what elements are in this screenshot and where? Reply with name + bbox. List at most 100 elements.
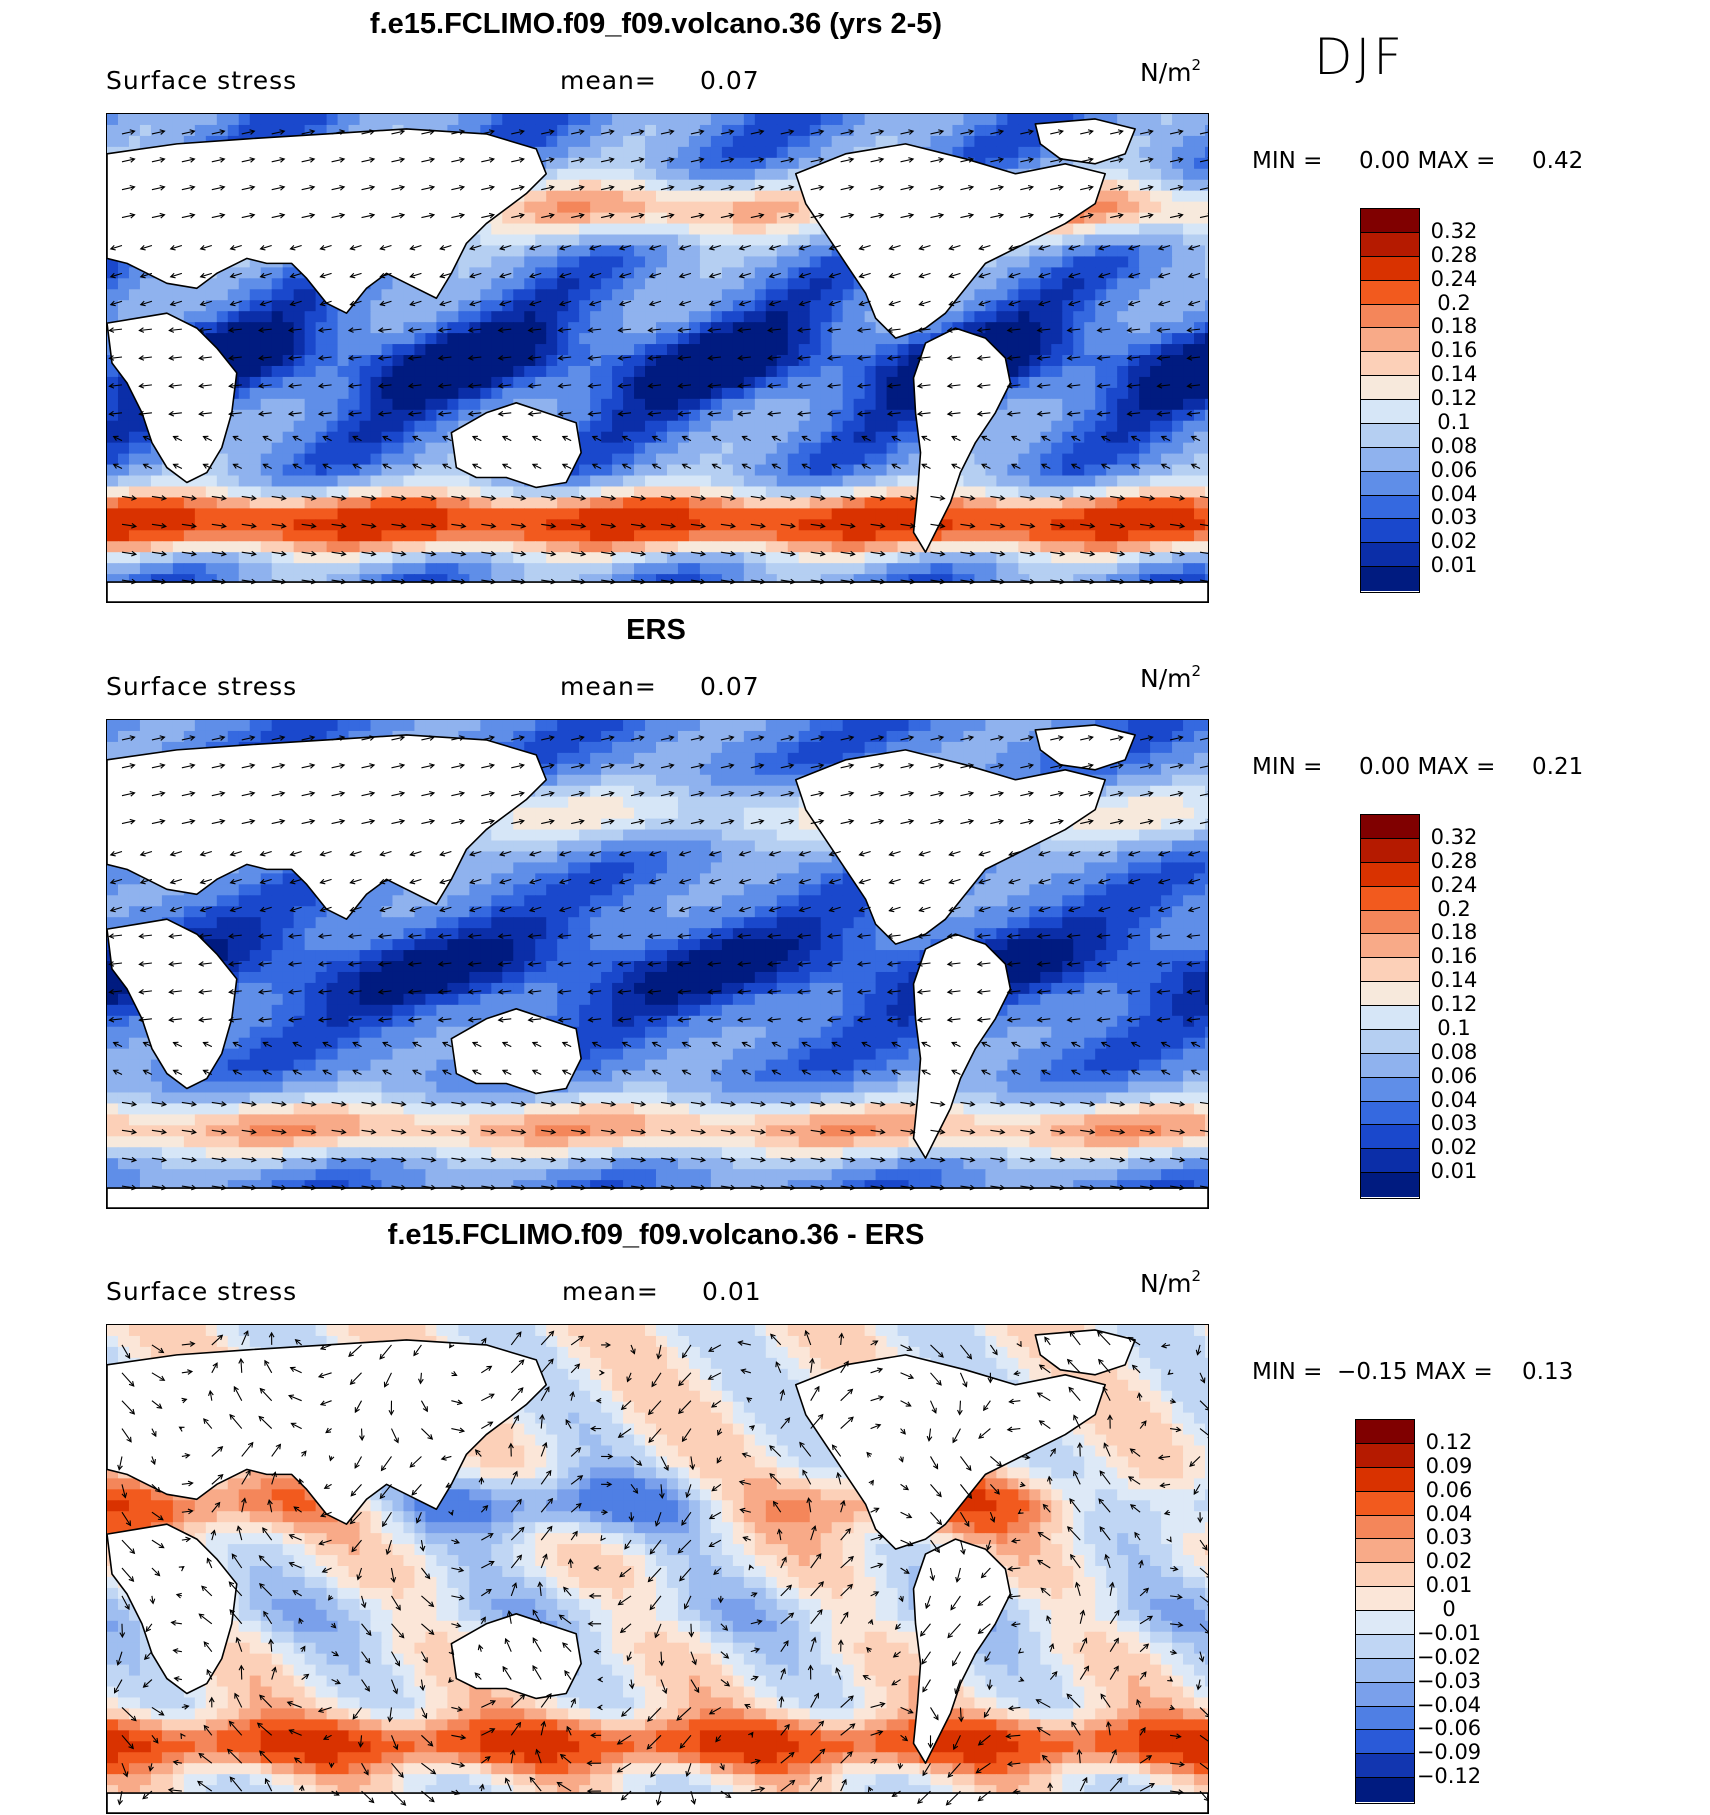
colorbar-cell	[1361, 209, 1419, 233]
wind-vector-layer	[113, 1329, 1208, 1806]
panel-1-variable: Surface stress	[106, 66, 298, 95]
colorbar-tick-label: 0.2	[1437, 290, 1471, 315]
colorbar-cell	[1361, 1006, 1419, 1030]
colorbar-cell	[1356, 1682, 1414, 1707]
colorbar-tick-label: 0.28	[1430, 848, 1478, 873]
wind-vector-layer	[108, 129, 1208, 585]
colorbar-tick-label: 0.02	[1430, 529, 1478, 554]
colorbar-cell	[1356, 1515, 1414, 1540]
panel-3-mean-label: mean=	[562, 1277, 659, 1306]
colorbar-cell	[1361, 304, 1419, 329]
colorbar-cell	[1356, 1420, 1414, 1444]
colorbar-cell	[1361, 495, 1419, 520]
panel-3-mean-value: 0.01	[702, 1277, 762, 1306]
colorbar-tick-label: 0.02	[1425, 1549, 1473, 1574]
colorbar-cell	[1361, 447, 1419, 472]
colorbar-tick-label: 0.08	[1430, 433, 1478, 458]
colorbar-tick-label: −0.03	[1416, 1668, 1482, 1693]
panel-2-map	[106, 719, 1209, 1209]
colorbar-tick-label: 0.14	[1430, 968, 1478, 993]
colorbar-tick-label: 0.12	[1430, 386, 1478, 410]
colorbar-tick-label: 0.32	[1430, 824, 1478, 849]
panel-1-mean-value: 0.07	[700, 66, 760, 95]
colorbar-cell	[1361, 982, 1419, 1006]
colorbar-tick-label: 0.01	[1430, 553, 1478, 578]
panel-1-mean-label: mean=	[560, 66, 657, 95]
colorbar-cell	[1361, 1029, 1419, 1054]
panel-3-variable: Surface stress	[106, 1277, 298, 1306]
colorbar-cell	[1361, 910, 1419, 935]
panel-2-minmax: MIN = 0.00 MAX = 0.21	[1252, 754, 1584, 780]
colorbar-cell	[1356, 1467, 1414, 1492]
colorbar-cell	[1361, 958, 1419, 983]
wind-vector-layer	[108, 735, 1208, 1191]
panel-3-colorbar	[1355, 1419, 1415, 1804]
panel-2-colorbar	[1360, 814, 1420, 1199]
colorbar-cell	[1361, 376, 1419, 400]
colorbar-cell	[1356, 1658, 1414, 1683]
colorbar-cell	[1356, 1491, 1414, 1516]
land-layer	[107, 118, 1208, 602]
colorbar-tick-label: 0.03	[1430, 1111, 1478, 1136]
colorbar-tick-label: −0.04	[1416, 1692, 1482, 1717]
colorbar-tick-label: −0.02	[1416, 1644, 1482, 1669]
colorbar-tick-label: 0.2	[1437, 896, 1471, 921]
panel-2-units: N/m2	[1140, 662, 1202, 693]
colorbar-cell	[1361, 519, 1419, 544]
colorbar-tick-label: 0.01	[1430, 1159, 1478, 1184]
colorbar-cell	[1361, 280, 1419, 305]
colorbar-cell	[1361, 815, 1419, 839]
panel-1-colorbar	[1360, 208, 1420, 593]
colorbar-cell	[1361, 471, 1419, 496]
panel-1-map-svg	[107, 114, 1208, 602]
colorbar-cell	[1361, 1077, 1419, 1102]
colorbar-tick-label: 0.04	[1425, 1501, 1473, 1526]
colorbar-cell	[1361, 328, 1419, 353]
colorbar-tick-label: −0.06	[1416, 1716, 1482, 1741]
colorbar-cell	[1356, 1563, 1414, 1588]
colorbar-tick-label: 0.28	[1430, 242, 1478, 267]
colorbar-cell	[1361, 400, 1419, 424]
colorbar-cell	[1361, 543, 1419, 568]
colorbar-tick-label: 0.08	[1430, 1039, 1478, 1064]
colorbar-cell	[1361, 934, 1419, 959]
colorbar-cell	[1356, 1706, 1414, 1731]
colorbar-tick-label: 0.32	[1430, 218, 1478, 243]
colorbar-tick-label: 0.16	[1430, 338, 1478, 363]
season-label: DJF	[1314, 28, 1406, 86]
colorbar-tick-label: 0.03	[1425, 1525, 1473, 1550]
colorbar-tick-label: 0.04	[1430, 1087, 1478, 1112]
colorbar-cell	[1361, 862, 1419, 887]
colorbar-tick-label: 0.04	[1430, 481, 1478, 506]
colorbar-cell	[1361, 1053, 1419, 1078]
colorbar-tick-label: −0.09	[1416, 1740, 1482, 1765]
colorbar-tick-label: 0.16	[1430, 944, 1478, 969]
panel-2-variable: Surface stress	[106, 672, 298, 701]
colorbar-tick-label: 0.06	[1425, 1477, 1473, 1502]
colorbar-tick-label: 0.02	[1430, 1135, 1478, 1160]
colorbar-tick-label: −0.01	[1416, 1620, 1482, 1645]
colorbar-tick-label: 0.18	[1430, 314, 1478, 339]
colorbar-tick-label: 0.06	[1430, 457, 1478, 482]
colorbar-cell	[1356, 1611, 1414, 1635]
colorbar-cell	[1361, 838, 1419, 863]
land-layer	[107, 724, 1208, 1208]
colorbar-cell	[1361, 1101, 1419, 1126]
panel-3-title: f.e15.FCLIMO.f09_f09.volcano.36 - ERS	[387, 1219, 925, 1251]
colorbar-cell	[1361, 256, 1419, 281]
colorbar-cell	[1356, 1778, 1414, 1802]
colorbar-tick-label: 0.01	[1425, 1573, 1473, 1598]
colorbar-cell	[1361, 1125, 1419, 1150]
colorbar-cell	[1361, 232, 1419, 257]
panel-2-title: ERS	[626, 614, 686, 646]
panel-1-units: N/m2	[1140, 56, 1202, 87]
colorbar-tick-label: 0.06	[1430, 1063, 1478, 1088]
colorbar-tick-label: 0	[1442, 1597, 1456, 1621]
panel-1-title: f.e15.FCLIMO.f09_f09.volcano.36 (yrs 2-5…	[369, 8, 943, 40]
colorbar-tick-label: 0.24	[1430, 266, 1478, 291]
colorbar-tick-label: 0.14	[1430, 362, 1478, 387]
colorbar-cell	[1361, 1149, 1419, 1174]
colorbar-tick-label: 0.1	[1437, 409, 1471, 434]
colorbar-tick-label: 0.12	[1430, 992, 1478, 1016]
panel-3-map-svg	[107, 1325, 1208, 1813]
